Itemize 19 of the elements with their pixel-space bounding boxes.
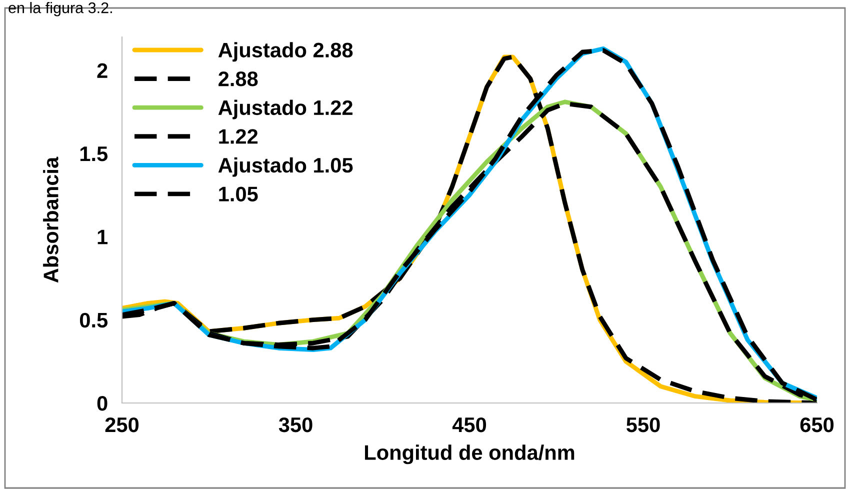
- text: en la figura 3.2.: [8, 2, 112, 16]
- x-tick-label: 450: [452, 417, 486, 432]
- legend-label: 1.05: [219, 186, 258, 202]
- y-tick-label: 1.5: [80, 146, 108, 162]
- y-tick-label: 0: [97, 396, 108, 411]
- legend-label: Ajustado 1.05: [218, 157, 353, 177]
- x-tick-label: 650: [800, 417, 834, 432]
- x-tick-label: 250: [105, 417, 139, 432]
- legend-label: Ajustado 2.88: [218, 42, 353, 62]
- legend-label: 1.22: [219, 129, 258, 144]
- x-tick-label: 550: [626, 417, 660, 432]
- y-tick-label: 1: [98, 230, 108, 244]
- y-axis-title: Absorbancia: [43, 156, 58, 283]
- legend-label: 2.88: [218, 72, 258, 86]
- x-axis-title: Longitud de onda/nm: [365, 444, 574, 464]
- x-tick-label: 350: [278, 417, 312, 432]
- legend-label: Ajustado 1.22: [218, 100, 352, 120]
- y-tick-label: 0.5: [80, 312, 108, 328]
- y-tick-label: 2: [97, 63, 108, 78]
